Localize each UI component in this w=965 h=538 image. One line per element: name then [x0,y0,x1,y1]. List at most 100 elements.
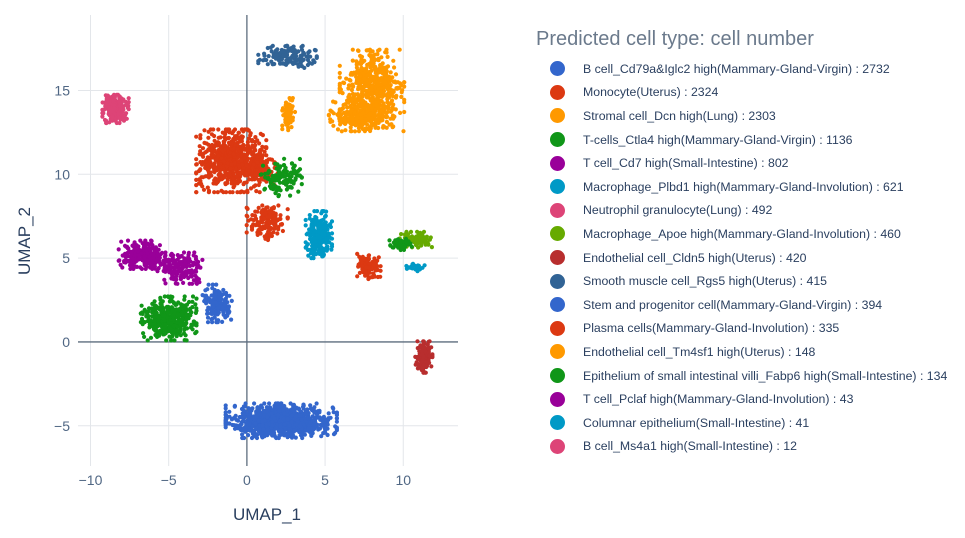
data-point [415,366,420,371]
legend-item[interactable]: T cell_Pclaf high(Mammary-Gland-Involuti… [536,387,961,411]
legend-item[interactable]: Monocyte(Uterus) : 2324 [536,81,961,105]
data-point [344,76,349,81]
data-point [139,266,144,271]
legend-item[interactable]: Macrophage_Apoe high(Mammary-Gland-Invol… [536,222,961,246]
data-point [274,50,279,55]
data-point [175,281,180,286]
data-point [176,255,182,260]
data-point [256,52,261,57]
data-point [227,141,232,147]
data-point [408,229,414,234]
data-point [180,312,185,317]
data-point [421,354,426,359]
legend-item[interactable]: Stem and progenitor cell(Mammary-Gland-V… [536,293,961,317]
legend-items: B cell_Cd79a&Iglc2 high(Mammary-Gland-Vi… [536,57,961,458]
legend-item[interactable]: Columnar epithelium(Small-Intestine) : 4… [536,411,961,435]
legend-item[interactable]: B cell_Ms4a1 high(Small-Intestine) : 12 [536,435,961,459]
data-point [189,268,194,273]
data-point [327,235,332,240]
legend-item[interactable]: T cell_Cd7 high(Small-Intestine) : 802 [536,151,961,175]
data-point [329,247,334,252]
data-point [216,172,221,178]
legend-label: T cell_Cd7 high(Small-Intestine) : 802 [583,156,789,171]
data-point [339,129,344,134]
data-point [311,246,316,251]
legend-item[interactable]: Neutrophil granulocyte(Lung) : 492 [536,199,961,223]
data-point [334,428,339,433]
legend-item[interactable]: Epithelium of small intestinal villi_Fab… [536,364,961,388]
data-point [366,103,371,108]
data-point [181,264,186,269]
legend-item[interactable]: T-cells_Ctla4 high(Mammary-Gland-Virgin)… [536,128,961,152]
data-point [223,182,228,187]
legend-item[interactable]: Endothelial cell_Cldn5 high(Uterus) : 42… [536,246,961,270]
data-point [354,65,359,70]
data-point [134,264,139,269]
y-tick-label: 0 [62,334,70,350]
data-point [317,408,322,413]
data-point [265,427,271,432]
legend-item[interactable]: Stromal cell_Dcn high(Lung) : 2303 [536,104,961,128]
data-point [285,215,290,220]
data-point [198,160,203,165]
data-point [247,407,252,412]
data-point [380,118,385,123]
data-point [311,58,316,63]
data-point [201,187,207,192]
legend-item[interactable]: Plasma cells(Mammary-Gland-Involution) :… [536,317,961,341]
y-tick-label: 5 [62,250,70,266]
legend-item[interactable]: Endothelial cell_Tm4sf1 high(Uterus) : 1… [536,340,961,364]
data-point [397,47,402,52]
data-point [219,188,224,193]
data-point [280,127,285,132]
data-point [200,293,205,298]
data-point [244,213,249,218]
data-point [378,274,383,279]
data-point [288,170,293,175]
legend-item[interactable]: B cell_Cd79a&Iglc2 high(Mammary-Gland-Vi… [536,57,961,81]
data-point [291,402,296,407]
data-point [145,251,150,256]
data-point [240,162,245,167]
data-point [178,333,183,338]
data-point [190,305,195,310]
data-point [151,306,156,311]
data-point [272,416,277,421]
data-point [331,111,336,116]
data-point [391,102,396,107]
legend-item[interactable]: Smooth muscle cell_Rgs5 high(Uterus) : 4… [536,269,961,293]
data-point [244,230,249,235]
data-point [385,54,390,60]
data-point [212,138,217,143]
data-point [216,161,221,166]
data-point [233,136,238,142]
data-point [198,178,203,184]
data-point [329,242,335,247]
legend-label: Epithelium of small intestinal villi_Fab… [583,368,948,383]
data-point [121,117,126,123]
data-point [288,193,293,198]
data-point [162,313,167,318]
data-point [274,53,279,58]
data-point [283,182,289,187]
data-point [171,313,176,318]
data-point [381,125,386,130]
data-point [413,235,418,240]
legend-item[interactable]: Macrophage_Plbd1 high(Mammary-Gland-Invo… [536,175,961,199]
data-point [205,167,210,172]
data-point [356,119,361,124]
data-point [165,311,170,316]
data-point [285,431,290,436]
data-point [422,263,427,268]
data-point [278,174,284,180]
data-point [378,268,383,273]
x-tick-label: 0 [243,472,251,488]
data-point [204,149,209,154]
data-point [207,162,212,167]
data-point [354,80,359,85]
data-point [250,424,255,429]
data-point [244,163,249,168]
data-point [354,59,359,64]
data-point [240,435,245,441]
data-point [260,203,265,208]
